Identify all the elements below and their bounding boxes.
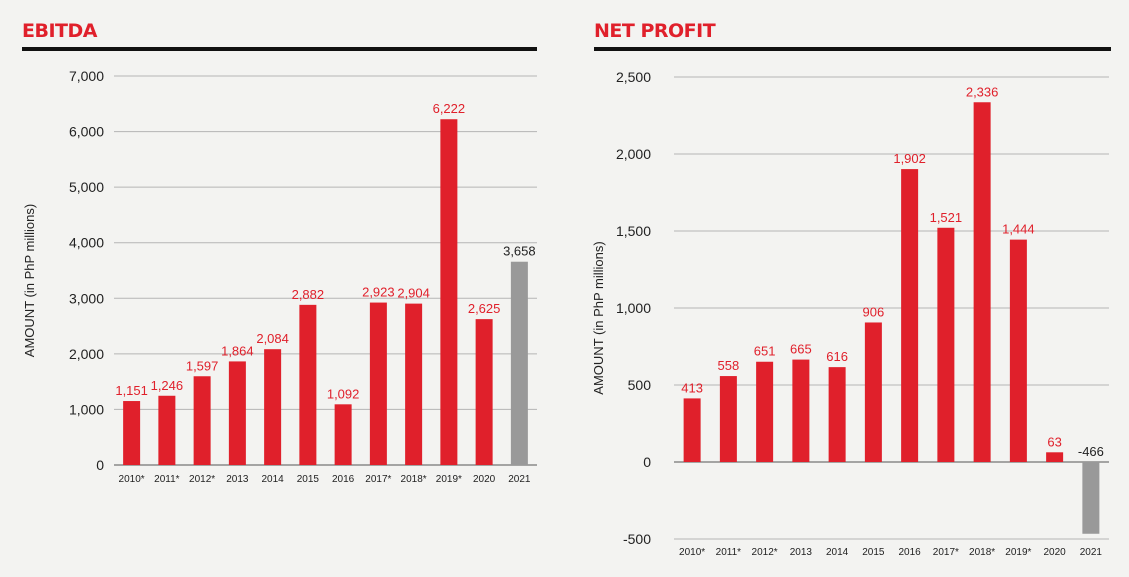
y-tick-label: 1,000 (616, 300, 651, 316)
y-tick-label: -500 (623, 531, 651, 547)
data-label: 3,658 (503, 244, 536, 259)
y-axis-title: AMOUNT (in PhP millions) (591, 241, 606, 394)
y-tick-label: 4,000 (69, 235, 104, 251)
x-tick-label: 2014 (826, 547, 849, 558)
y-tick-label: 1,500 (616, 223, 651, 239)
y-tick-label: 2,000 (616, 146, 651, 162)
x-tick-label: 2018* (969, 547, 995, 558)
x-tick-label: 2016 (332, 474, 355, 485)
bar-2010 (683, 398, 701, 462)
y-tick-label: 2,500 (616, 69, 651, 85)
y-tick-label: 5,000 (69, 179, 104, 195)
net-profit-title-rule (594, 47, 1111, 51)
x-tick-label: 2020 (473, 474, 496, 485)
net-profit-panel: NET PROFIT -500 0 500 1,000 1,500 2,000 2,500 A… (570, 0, 1129, 577)
bar-2016 (901, 169, 919, 463)
x-tick-label: 2012* (189, 474, 215, 485)
bar-2014 (828, 367, 846, 462)
x-tick-label: 2011* (154, 474, 180, 485)
bar-2021 (1082, 462, 1100, 534)
data-label: 2,882 (292, 287, 325, 302)
y-tick-label: 500 (628, 377, 652, 393)
data-label: 906 (863, 304, 885, 319)
x-tick-label: 2016 (899, 547, 922, 558)
x-tick-label: 2013 (790, 547, 813, 558)
data-label: -466 (1078, 444, 1104, 459)
bar-2017 (369, 302, 387, 465)
bar-2016 (334, 404, 352, 465)
net-profit-title: NET PROFIT (594, 20, 716, 42)
bar-2012 (193, 376, 211, 465)
data-label: 665 (790, 342, 812, 357)
y-tick-label: 0 (643, 454, 651, 470)
bar-2011 (719, 376, 737, 462)
x-tick-label: 2021 (508, 474, 531, 485)
y-tick-label: 2,000 (69, 346, 104, 362)
bar-2018 (973, 102, 991, 463)
data-label: 1,151 (115, 383, 148, 398)
data-label: 651 (754, 344, 776, 359)
data-label: 6,222 (433, 101, 466, 116)
y-axis-title: AMOUNT (in PhP millions) (22, 204, 37, 357)
x-tick-label: 2017* (365, 474, 391, 485)
bar-2018 (405, 303, 423, 465)
ebitda-title: EBITDA (22, 20, 97, 42)
data-label: 63 (1047, 434, 1061, 449)
x-tick-label: 2018* (401, 474, 427, 485)
data-label: 2,336 (966, 84, 999, 99)
data-label: 2,923 (362, 285, 395, 300)
data-label: 1,902 (893, 151, 926, 166)
data-label: 2,625 (468, 301, 501, 316)
x-tick-label: 2021 (1080, 547, 1103, 558)
bar-2011 (158, 395, 176, 465)
data-label: 558 (718, 358, 740, 373)
bar-2020 (1046, 452, 1064, 462)
ebitda-chart: 0 1,000 2,000 3,000 4,000 5,000 6,000 7,000 AMOU… (22, 68, 537, 485)
y-tick-label: 3,000 (69, 290, 104, 306)
bar-2019 (1009, 239, 1027, 462)
bar-2015 (299, 304, 317, 465)
x-tick-label: 2010* (119, 474, 145, 485)
x-tick-label: 2019* (1005, 547, 1031, 558)
data-label: 1,246 (151, 378, 184, 393)
x-tick-label: 2020 (1044, 547, 1067, 558)
bar-2021 (510, 261, 528, 465)
data-label: 2,904 (397, 286, 430, 301)
y-tick-label: 0 (96, 457, 104, 473)
bar-2013 (792, 359, 810, 462)
ebitda-panel: EBITDA 0 1,000 2,000 3,000 4,000 5,000 6,000 7,… (0, 0, 560, 577)
data-label: 1,864 (221, 343, 254, 358)
net-profit-chart: -500 0 500 1,000 1,500 2,000 2,500 AMOUNT (in P… (591, 69, 1109, 558)
bar-2015 (864, 322, 882, 462)
x-tick-label: 2015 (862, 547, 885, 558)
x-tick-label: 2012* (752, 547, 778, 558)
data-label: 1,521 (930, 210, 963, 225)
bar-2014 (264, 349, 282, 465)
x-tick-label: 2011* (716, 547, 742, 558)
data-label: 1,092 (327, 386, 360, 401)
x-tick-label: 2013 (226, 474, 249, 485)
x-tick-label: 2019* (436, 474, 462, 485)
data-label: 1,597 (186, 358, 219, 373)
y-tick-label: 6,000 (69, 124, 104, 140)
bar-2013 (228, 361, 246, 465)
bar-2020 (475, 319, 493, 465)
x-tick-label: 2015 (297, 474, 320, 485)
data-label: 1,444 (1002, 222, 1035, 237)
bar-2012 (756, 361, 774, 462)
x-tick-label: 2014 (262, 474, 285, 485)
y-tick-label: 7,000 (69, 68, 104, 84)
y-tick-label: 1,000 (69, 401, 104, 417)
data-label: 2,084 (256, 331, 289, 346)
x-tick-label: 2010* (679, 547, 705, 558)
bar-2017 (937, 227, 955, 462)
bar-2019 (440, 119, 458, 466)
data-label: 413 (681, 380, 703, 395)
bar-2010 (123, 401, 141, 465)
x-tick-label: 2017* (933, 547, 959, 558)
ebitda-title-rule (22, 47, 537, 51)
data-label: 616 (826, 349, 848, 364)
